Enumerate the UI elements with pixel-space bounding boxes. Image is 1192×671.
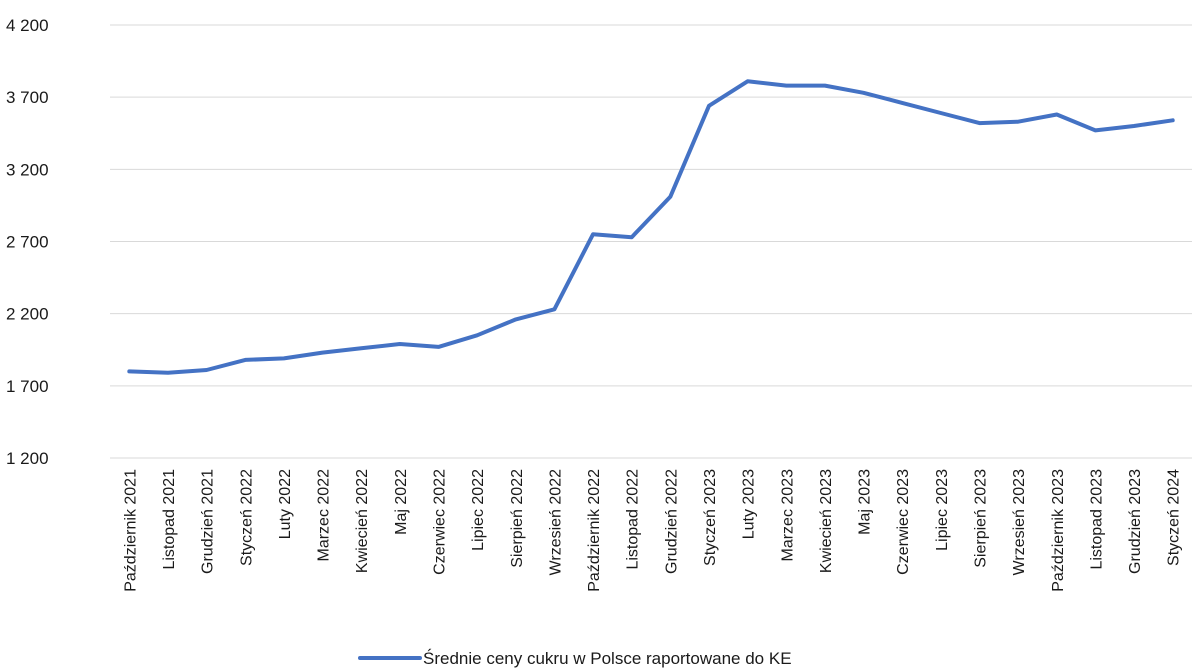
x-tick-label: Sierpień 2023 <box>972 469 989 568</box>
x-tick-label: Grudzień 2022 <box>663 469 680 574</box>
x-tick-label: Marzec 2023 <box>779 469 796 562</box>
x-tick-label: Lipiec 2023 <box>934 469 951 551</box>
y-tick-label: 1 700 <box>6 377 49 396</box>
x-tick-label: Styczeń 2022 <box>238 469 255 566</box>
x-tick-label: Październik 2023 <box>1050 469 1067 592</box>
series-line <box>127 79 1175 375</box>
x-tick-label: Styczeń 2023 <box>702 469 719 566</box>
x-axis-tick-labels: Październik 2021 Listopad 2021 Grudzień 20… <box>122 469 1182 592</box>
x-tick-label: Październik 2021 <box>122 469 139 592</box>
x-tick-label: Listopad 2022 <box>625 469 642 570</box>
y-tick-label: 4 200 <box>6 16 49 35</box>
x-tick-label: Kwiecień 2022 <box>354 469 371 573</box>
x-tick-label: Wrzesień 2023 <box>1011 469 1028 576</box>
x-tick-label: Lipiec 2022 <box>470 469 487 551</box>
x-tick-label: Październik 2022 <box>586 469 603 592</box>
x-tick-label: Czerwiec 2023 <box>895 469 912 575</box>
y-axis-tick-labels: 1 200 1 700 2 200 2 700 3 200 3 700 4 200 <box>6 16 49 468</box>
y-tick-label: 3 200 <box>6 160 49 179</box>
y-tick-label: 2 200 <box>6 305 49 324</box>
x-tick-label: Wrzesień 2022 <box>547 469 564 576</box>
y-tick-label: 3 700 <box>6 88 49 107</box>
x-tick-label: Grudzień 2023 <box>1127 469 1144 574</box>
x-tick-label: Listopad 2021 <box>161 469 178 570</box>
x-tick-label: Maj 2023 <box>857 469 874 535</box>
x-tick-label: Luty 2022 <box>277 469 294 539</box>
x-tick-label: Grudzień 2021 <box>200 469 217 574</box>
x-tick-label: Listopad 2023 <box>1088 469 1105 570</box>
x-tick-label: Sierpień 2022 <box>509 469 526 568</box>
x-tick-label: Maj 2022 <box>393 469 410 535</box>
chart-legend: Średnie ceny cukru w Polsce raportowane … <box>358 649 792 668</box>
x-tick-label: Marzec 2022 <box>316 469 333 562</box>
y-tick-label: 1 200 <box>6 449 49 468</box>
x-tick-label: Styczeń 2024 <box>1166 469 1183 566</box>
chart-gridlines <box>110 24 1192 459</box>
y-tick-label: 2 700 <box>6 233 49 252</box>
legend-label: Średnie ceny cukru w Polsce raportowane … <box>423 649 792 668</box>
x-tick-label: Czerwiec 2022 <box>431 469 448 575</box>
chart-series-lines <box>127 79 1175 375</box>
x-tick-label: Luty 2023 <box>741 469 758 539</box>
x-tick-label: Kwiecień 2023 <box>818 469 835 573</box>
